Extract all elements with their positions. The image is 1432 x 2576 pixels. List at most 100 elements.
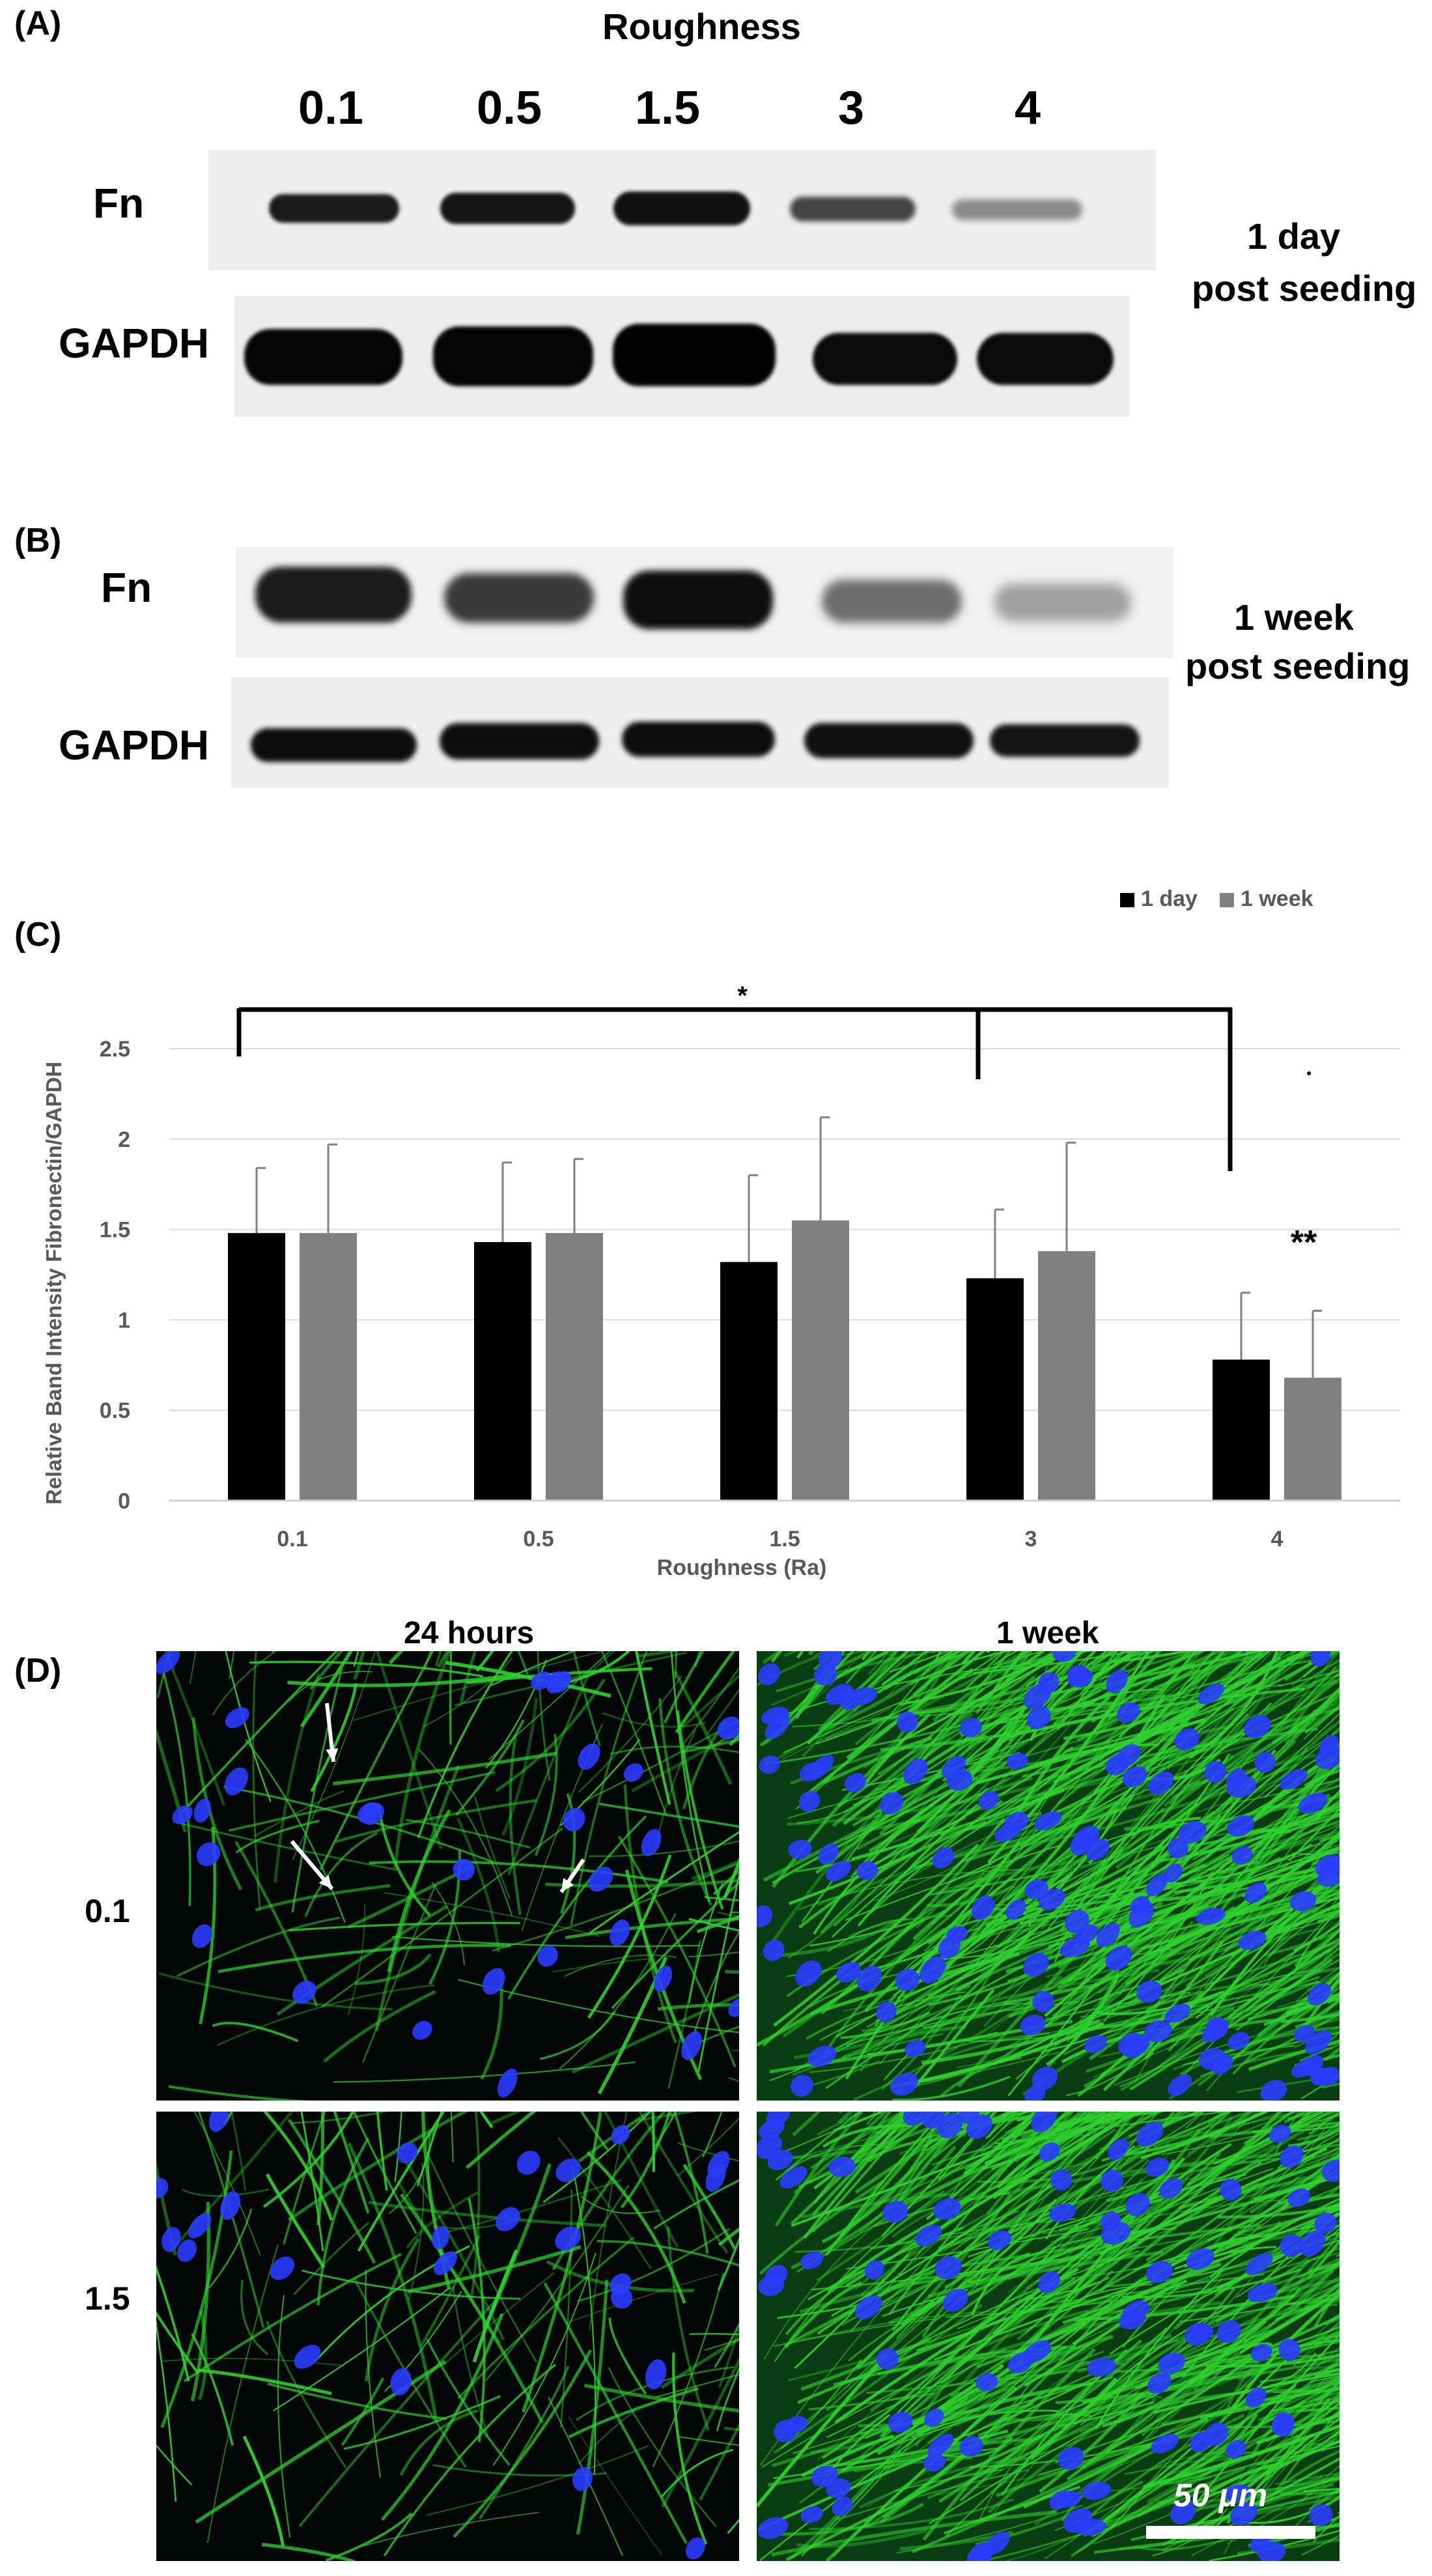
- panel-d-label: (D): [14, 1652, 62, 1690]
- fn-band: [790, 197, 916, 221]
- timepoint-1day-line2: post seeding: [1192, 268, 1417, 309]
- x-tick-label: 3: [1025, 1527, 1037, 1551]
- bar-1-day-0.5: [474, 1242, 531, 1501]
- bar-1-week-1.5: [792, 1220, 849, 1501]
- fn-band: [952, 199, 1082, 220]
- bar-1-day-1.5: [720, 1262, 778, 1501]
- fn-band: [994, 584, 1131, 621]
- bar-1-week-0.1: [300, 1233, 357, 1501]
- fn-band: [444, 573, 594, 623]
- panel-a-label: (A): [14, 5, 62, 42]
- timepoint-1week-line1: 1 week: [1234, 597, 1354, 638]
- fn-band: [822, 580, 962, 623]
- micrograph-drawing: [757, 1651, 1340, 2101]
- error-bar: [501, 1161, 512, 1243]
- gapdh-row-label-b: GAPDH: [59, 722, 210, 769]
- micrograph-1week-1-5: 50 μm: [757, 2112, 1340, 2561]
- gapdh-band: [244, 329, 402, 385]
- y-tick-labels: 0 0.5 1 1.5 2 2.5: [100, 1037, 130, 1514]
- gapdh-band: [440, 723, 599, 759]
- fn-band: [623, 571, 773, 629]
- x-tick-label: 1.5: [769, 1527, 800, 1551]
- bar-1-day-0.1: [228, 1233, 285, 1501]
- error-bar: [255, 1167, 266, 1234]
- y-tick-label: 2.5: [100, 1037, 130, 1062]
- error-bar: [1312, 1310, 1322, 1378]
- legend-swatch-1-week: [1220, 893, 1234, 907]
- fn-blot-1week: [236, 547, 1173, 658]
- error-bar: [994, 1208, 1004, 1279]
- col-label-1week: 1 week: [996, 1616, 1099, 1650]
- y-tick-label: 1: [118, 1308, 130, 1333]
- gapdh-band: [433, 326, 593, 386]
- lane-label: 3: [838, 82, 865, 134]
- micrograph-drawing: [156, 2112, 739, 2561]
- arrow-annotation: [325, 1703, 339, 1762]
- bar-1-day-4: [1213, 1359, 1270, 1501]
- fn-row-label-b: Fn: [101, 564, 152, 611]
- error-bar: [748, 1174, 758, 1262]
- stray-dot: [1307, 1071, 1311, 1075]
- arrow-annotation: [290, 1840, 334, 1890]
- row-label-1-5: 1.5: [85, 2280, 130, 2317]
- significance-bracket: [236, 1007, 1233, 1171]
- arrow-annotation: [559, 1858, 585, 1893]
- significance-double-star: **: [1291, 1224, 1317, 1262]
- panel-c-label: (C): [14, 916, 62, 954]
- legend-label-1-day: 1 day: [1141, 886, 1198, 911]
- significance-star: *: [737, 982, 748, 1010]
- gapdh-band: [977, 333, 1114, 385]
- micrograph-1week-0-1: [757, 1651, 1340, 2101]
- gapdh-band: [804, 723, 974, 758]
- panel-b-label: (B): [14, 522, 62, 559]
- gapdh-row-label-a: GAPDH: [59, 320, 210, 367]
- gapdh-band: [622, 722, 775, 757]
- error-bar: [819, 1116, 830, 1221]
- x-tick-labels: 0.1 0.5 1.5 3 4: [277, 1527, 1283, 1551]
- bar-1-week-0.5: [546, 1233, 603, 1501]
- roughness-header: Roughness: [602, 6, 801, 47]
- bars: [228, 1220, 1341, 1501]
- error-bar: [1240, 1292, 1250, 1360]
- row-label-0-1: 0.1: [85, 1893, 130, 1929]
- gapdh-blot-1week: [231, 677, 1169, 788]
- gapdh-band: [813, 333, 957, 385]
- y-tick-label: 0.5: [100, 1398, 130, 1423]
- legend-label-1-week: 1 week: [1241, 886, 1313, 911]
- lane-label: 1.5: [635, 82, 701, 134]
- scale-bar: [1146, 2526, 1315, 2539]
- gapdh-blot-1day: [234, 296, 1130, 417]
- scale-bar-label: 50 μm: [1173, 2477, 1268, 2513]
- lane-label: 0.5: [477, 82, 542, 134]
- grid-layer: [169, 1048, 1400, 1411]
- x-tick-label: 0.1: [277, 1527, 307, 1551]
- fn-band: [613, 191, 750, 225]
- lane-label: 4: [1015, 82, 1041, 134]
- x-axis-title: Roughness (Ra): [657, 1555, 827, 1580]
- gapdh-band: [613, 324, 776, 386]
- x-tick-label: 4: [1271, 1527, 1284, 1551]
- timepoint-1week-line2: post seeding: [1185, 645, 1411, 686]
- y-tick-label: 1.5: [100, 1218, 130, 1243]
- error-bar: [327, 1143, 337, 1234]
- timepoint-1day-line1: 1 day: [1247, 216, 1341, 257]
- gapdh-band: [251, 728, 417, 762]
- y-tick-label: 2: [118, 1127, 130, 1152]
- error-bars: [255, 1071, 1322, 1378]
- gapdh-band: [990, 724, 1140, 757]
- x-tick-label: 0.5: [523, 1527, 554, 1551]
- fn-band: [269, 194, 399, 223]
- legend: 1 day 1 week: [1120, 886, 1313, 911]
- micrograph-24h-1-5: [156, 2112, 739, 2561]
- fibronectin-bar-chart: 0 0.5 1 1.5 2 2.5 0.1 0.5 1.5 3 4 * ** 1 day 1 we…: [42, 886, 1400, 1580]
- micrograph-drawing: [156, 1651, 739, 2101]
- fn-band: [255, 567, 412, 623]
- error-bar: [1065, 1141, 1076, 1251]
- bar-1-week-3: [1038, 1251, 1095, 1501]
- fn-band: [440, 193, 575, 224]
- lane-label: 0.1: [298, 82, 364, 134]
- y-tick-label: 0: [118, 1489, 130, 1514]
- legend-swatch-1-day: [1120, 893, 1134, 907]
- fn-row-label-a: Fn: [93, 180, 145, 227]
- error-bar: [573, 1157, 583, 1234]
